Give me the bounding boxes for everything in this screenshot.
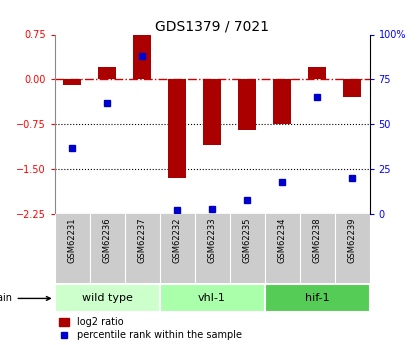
Text: strain: strain xyxy=(0,294,50,303)
Text: GSM62237: GSM62237 xyxy=(138,217,147,263)
Bar xyxy=(160,284,265,313)
Bar xyxy=(168,79,186,178)
Bar xyxy=(273,79,291,124)
Bar xyxy=(63,79,81,85)
Text: vhl-1: vhl-1 xyxy=(198,294,226,303)
Text: GSM62231: GSM62231 xyxy=(68,217,76,263)
Bar xyxy=(344,79,361,97)
Text: GSM62232: GSM62232 xyxy=(173,217,181,263)
Bar xyxy=(98,67,116,79)
Bar xyxy=(55,284,160,313)
Bar xyxy=(265,284,370,313)
Text: GSM62235: GSM62235 xyxy=(243,217,252,263)
Bar xyxy=(308,67,326,79)
Text: wild type: wild type xyxy=(81,294,133,303)
Text: GSM62236: GSM62236 xyxy=(102,217,112,263)
Text: GSM62234: GSM62234 xyxy=(278,217,286,263)
Text: GSM62238: GSM62238 xyxy=(312,217,322,263)
Bar xyxy=(239,79,256,130)
Text: GSM62239: GSM62239 xyxy=(348,217,357,263)
Title: GDS1379 / 7021: GDS1379 / 7021 xyxy=(155,19,269,33)
Legend: log2 ratio, percentile rank within the sample: log2 ratio, percentile rank within the s… xyxy=(60,317,242,340)
Text: GSM62233: GSM62233 xyxy=(207,217,217,263)
Text: hif-1: hif-1 xyxy=(305,294,329,303)
Bar xyxy=(134,34,151,79)
Bar xyxy=(203,79,221,145)
